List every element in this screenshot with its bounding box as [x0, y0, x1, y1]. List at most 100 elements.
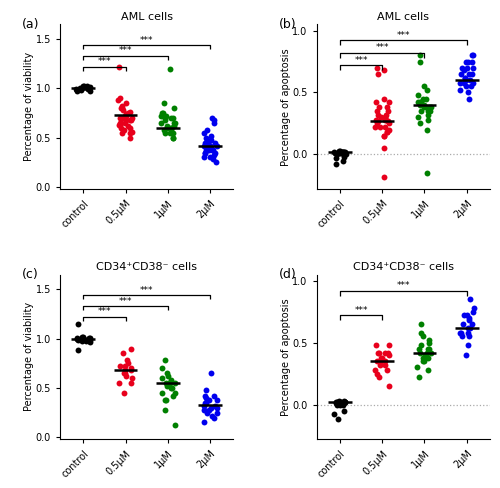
Point — [416, 99, 424, 106]
Point — [80, 83, 88, 91]
Point — [380, 132, 388, 140]
Point — [463, 64, 471, 72]
Point — [466, 324, 474, 332]
Point — [128, 374, 136, 382]
Point — [168, 114, 176, 122]
Point — [202, 149, 209, 157]
Point — [469, 51, 477, 59]
Point — [74, 335, 82, 343]
Point — [384, 348, 392, 356]
Point — [342, 150, 349, 158]
Point — [377, 113, 385, 121]
Point — [372, 116, 380, 123]
Point — [424, 348, 432, 356]
Point — [118, 106, 126, 114]
Point — [340, 150, 348, 158]
Point — [206, 132, 214, 140]
Point — [415, 345, 423, 353]
Point — [456, 86, 464, 94]
Point — [385, 99, 393, 106]
Point — [376, 373, 384, 381]
Point — [414, 373, 422, 381]
Point — [200, 154, 208, 162]
Point — [207, 136, 215, 143]
Point — [158, 389, 166, 397]
Point — [414, 99, 422, 106]
Point — [76, 84, 84, 92]
Point — [380, 95, 388, 102]
Point — [458, 333, 466, 341]
Point — [209, 156, 217, 163]
Point — [158, 365, 166, 372]
Text: ***: *** — [98, 307, 111, 317]
Point — [170, 119, 178, 127]
Point — [336, 147, 344, 155]
Point — [72, 334, 80, 342]
Point — [202, 399, 210, 407]
Point — [116, 363, 124, 370]
Text: ***: *** — [140, 36, 153, 44]
Point — [464, 324, 472, 332]
Point — [456, 79, 464, 86]
Point — [166, 129, 174, 137]
Point — [82, 83, 90, 91]
Point — [124, 109, 132, 117]
Point — [339, 148, 347, 156]
Point — [420, 82, 428, 90]
Point — [375, 348, 383, 356]
Point — [332, 398, 340, 406]
Point — [416, 348, 424, 356]
Point — [168, 384, 176, 392]
Point — [374, 370, 382, 378]
Point — [200, 129, 208, 137]
Point — [465, 314, 473, 322]
Point — [425, 103, 433, 111]
Point — [122, 110, 130, 118]
Point — [202, 142, 210, 149]
Point — [202, 126, 210, 134]
Point — [200, 142, 208, 149]
Point — [72, 86, 80, 94]
Text: ***: *** — [119, 297, 132, 305]
Point — [372, 123, 380, 131]
Point — [200, 419, 208, 427]
Point — [414, 113, 422, 121]
Point — [383, 128, 391, 136]
Point — [424, 107, 432, 115]
Text: ***: *** — [98, 57, 111, 66]
Point — [337, 398, 345, 406]
Point — [127, 365, 135, 372]
Y-axis label: Percentage of apoptosis: Percentage of apoptosis — [281, 298, 291, 416]
Point — [74, 86, 82, 94]
Point — [460, 311, 468, 319]
Point — [124, 122, 132, 130]
Point — [330, 410, 338, 418]
Point — [423, 86, 431, 94]
Point — [212, 396, 220, 404]
Point — [166, 379, 174, 387]
Point — [117, 124, 125, 132]
Point — [212, 402, 220, 409]
Point — [208, 412, 216, 420]
Point — [166, 379, 173, 387]
Point — [116, 94, 124, 102]
Point — [376, 354, 384, 362]
Point — [122, 111, 130, 119]
Point — [384, 117, 392, 125]
Point — [424, 111, 432, 119]
Point — [425, 339, 433, 346]
Point — [168, 134, 176, 142]
Point — [417, 99, 425, 106]
Point — [167, 124, 175, 132]
Point — [118, 102, 126, 110]
Point — [384, 107, 392, 115]
Point — [86, 336, 94, 344]
Point — [204, 139, 212, 146]
Point — [207, 369, 215, 377]
Point — [126, 124, 134, 132]
Point — [205, 146, 213, 154]
Point — [334, 415, 342, 423]
Point — [206, 143, 214, 151]
Point — [414, 364, 422, 371]
Point — [340, 397, 347, 405]
